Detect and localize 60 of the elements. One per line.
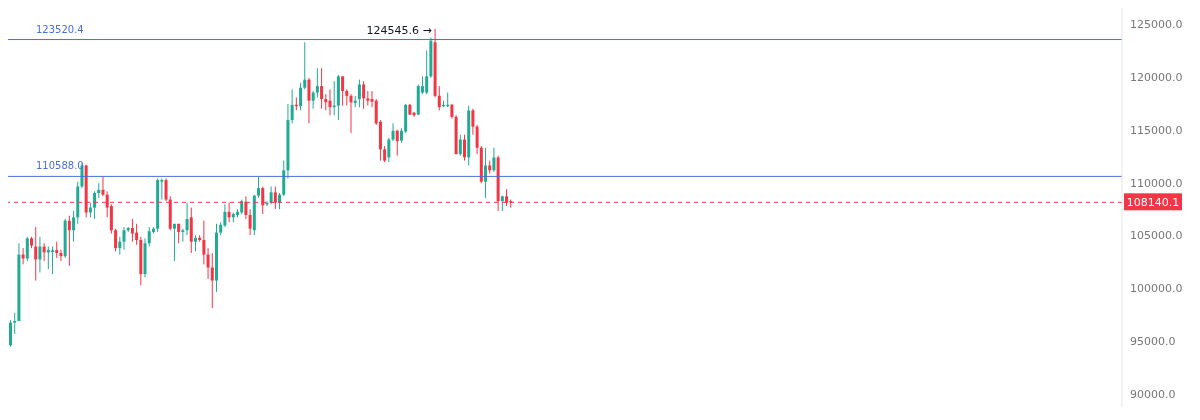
candlestick (395, 129, 399, 157)
candlestick (437, 85, 441, 111)
candlestick (425, 49, 429, 95)
candlestick (349, 93, 353, 134)
candlestick (475, 124, 479, 155)
candlestick (172, 223, 176, 262)
candlestick (362, 80, 366, 110)
candlestick (135, 223, 139, 246)
y-tick-label: 120000.0 (1130, 70, 1183, 84)
candlestick (206, 247, 210, 280)
ref-line-label: 123520.4 (36, 23, 84, 35)
candlestick (328, 88, 332, 116)
candlestick (387, 137, 391, 163)
candlestick (357, 79, 361, 108)
candlestick (307, 77, 311, 124)
candlestick (299, 82, 303, 111)
candlestick (458, 134, 462, 157)
candlestick (290, 88, 294, 124)
candlestick (93, 190, 97, 220)
candlestick (13, 312, 17, 335)
ref-line-label: 108140.1 (1126, 196, 1180, 210)
ref-line-label: 110588.0 (36, 160, 84, 172)
y-tick-label: 90000.0 (1130, 388, 1176, 402)
candlestick (391, 122, 395, 142)
candlestick (210, 252, 214, 309)
candlestick (34, 226, 38, 282)
y-tick-label: 95000.0 (1130, 335, 1176, 349)
candlestick (51, 246, 55, 275)
candlestick (21, 247, 25, 265)
candlestick (484, 147, 488, 199)
candlestick (72, 210, 76, 243)
candlestick (101, 176, 105, 197)
candlestick (223, 203, 227, 228)
candlestick (114, 228, 118, 252)
candlestick (303, 41, 307, 90)
candlestick (492, 147, 496, 173)
candlestick (147, 226, 151, 248)
candlestick (59, 249, 63, 262)
y-tick-label: 105000.0 (1130, 229, 1183, 243)
candlestick (181, 228, 185, 243)
candlestick (341, 75, 345, 107)
candlestick (130, 218, 134, 243)
candlestick (202, 220, 206, 265)
candlestick (122, 226, 126, 251)
candlestick (315, 67, 319, 98)
candlestick (67, 215, 71, 267)
candlestick (471, 108, 475, 136)
candlestick (463, 134, 467, 162)
candlestick (38, 236, 42, 273)
candlestick (9, 319, 12, 348)
candlestick (25, 236, 29, 262)
y-tick-label: 110000.0 (1130, 176, 1183, 190)
candlestick (257, 176, 261, 199)
y-tick-label: 125000.0 (1130, 17, 1183, 31)
candlestick (185, 202, 189, 236)
annotation: 124545.6 → (366, 23, 432, 37)
candlestick (320, 67, 324, 110)
candlestick (248, 208, 252, 236)
y-tick-label: 115000.0 (1130, 123, 1183, 137)
y-tick-label: 100000.0 (1130, 282, 1183, 296)
